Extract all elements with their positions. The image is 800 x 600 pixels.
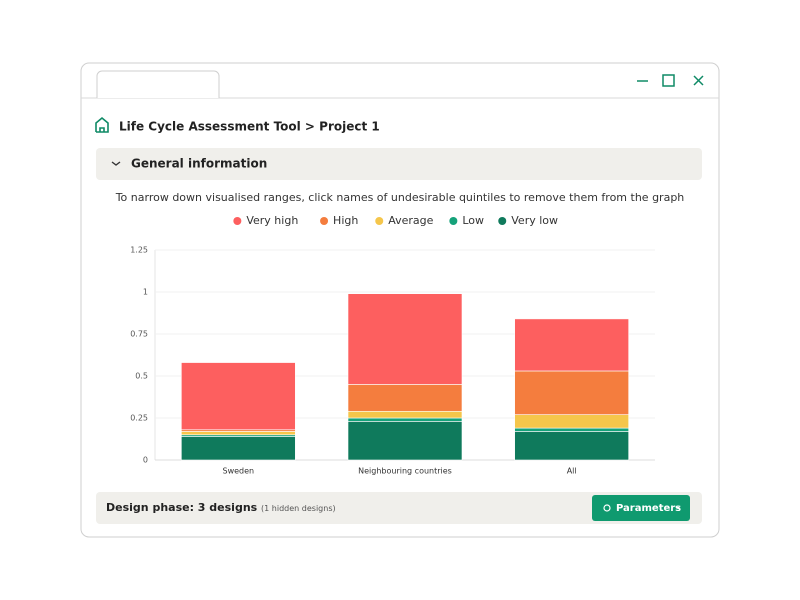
x-tick-label: Sweden [223, 467, 255, 476]
legend-label[interactable]: Very high [246, 214, 298, 227]
chevron-icon [111, 161, 121, 166]
bar-segment [347, 417, 463, 422]
bar-segment [514, 427, 629, 432]
close-button[interactable] [693, 75, 704, 86]
browser-tab[interactable] [96, 70, 220, 98]
y-tick-label: 1 [143, 288, 148, 297]
button-label[interactable]: Parameters [616, 503, 681, 514]
y-tick-label: 1.25 [130, 246, 148, 255]
bar-segment [181, 431, 296, 436]
y-tick-label: 0.75 [130, 330, 148, 339]
maximize-button[interactable] [662, 74, 675, 87]
y-tick-label: 0.25 [130, 414, 148, 423]
y-tick-label: 0 [143, 456, 148, 465]
home-icon[interactable] [95, 116, 109, 133]
bar-segment [514, 318, 629, 372]
legend-label[interactable]: Average [388, 214, 433, 227]
x-tick-label: All [567, 467, 577, 476]
legend-item[interactable]: Average [375, 214, 434, 227]
legend-swatch[interactable] [375, 217, 384, 225]
legend-swatch[interactable] [498, 217, 507, 225]
x-tick-label: Neighbouring countries [358, 467, 452, 476]
y-tick-label: 0.5 [135, 372, 148, 381]
footer-label: Design phase: 3 designs (1 hidden design… [106, 501, 336, 514]
section-title[interactable]: General information [131, 157, 267, 171]
bar-segment [181, 362, 296, 431]
legend-item[interactable]: High [320, 214, 358, 227]
legend-item[interactable]: Very high [233, 214, 298, 227]
bar-segment [514, 370, 629, 415]
legend-swatch[interactable] [320, 217, 329, 225]
breadcrumb[interactable]: Life Cycle Assessment Tool > Project 1 [119, 120, 380, 134]
legend-label[interactable]: Very low [511, 214, 558, 227]
legend: Very high High Average Low Very low [233, 214, 558, 227]
accordion-header[interactable] [96, 148, 702, 180]
gear-icon [603, 504, 611, 512]
bar-segment [347, 384, 463, 412]
parameters-button[interactable] [592, 495, 690, 521]
legend-swatch[interactable] [233, 217, 242, 225]
instruction-text: To narrow down visualised ranges, click … [115, 191, 685, 204]
chart: 0 0.25 0.5 0.75 1 1.25 Sweden Neighbouring coun… [130, 246, 655, 476]
bar-segment [347, 421, 463, 461]
bar-segment [514, 431, 629, 461]
legend-item[interactable]: Low [449, 214, 484, 227]
bar-segment [514, 414, 629, 429]
dropdown-caret [676, 507, 680, 509]
legend-item[interactable]: Very low [498, 214, 558, 227]
bar-segment [347, 410, 463, 419]
legend-label[interactable]: High [333, 214, 358, 227]
legend-swatch[interactable] [449, 217, 458, 225]
bar-segment [347, 293, 463, 385]
footer-bar [96, 492, 702, 524]
bar-segment [181, 436, 296, 461]
legend-label[interactable]: Low [462, 214, 484, 227]
